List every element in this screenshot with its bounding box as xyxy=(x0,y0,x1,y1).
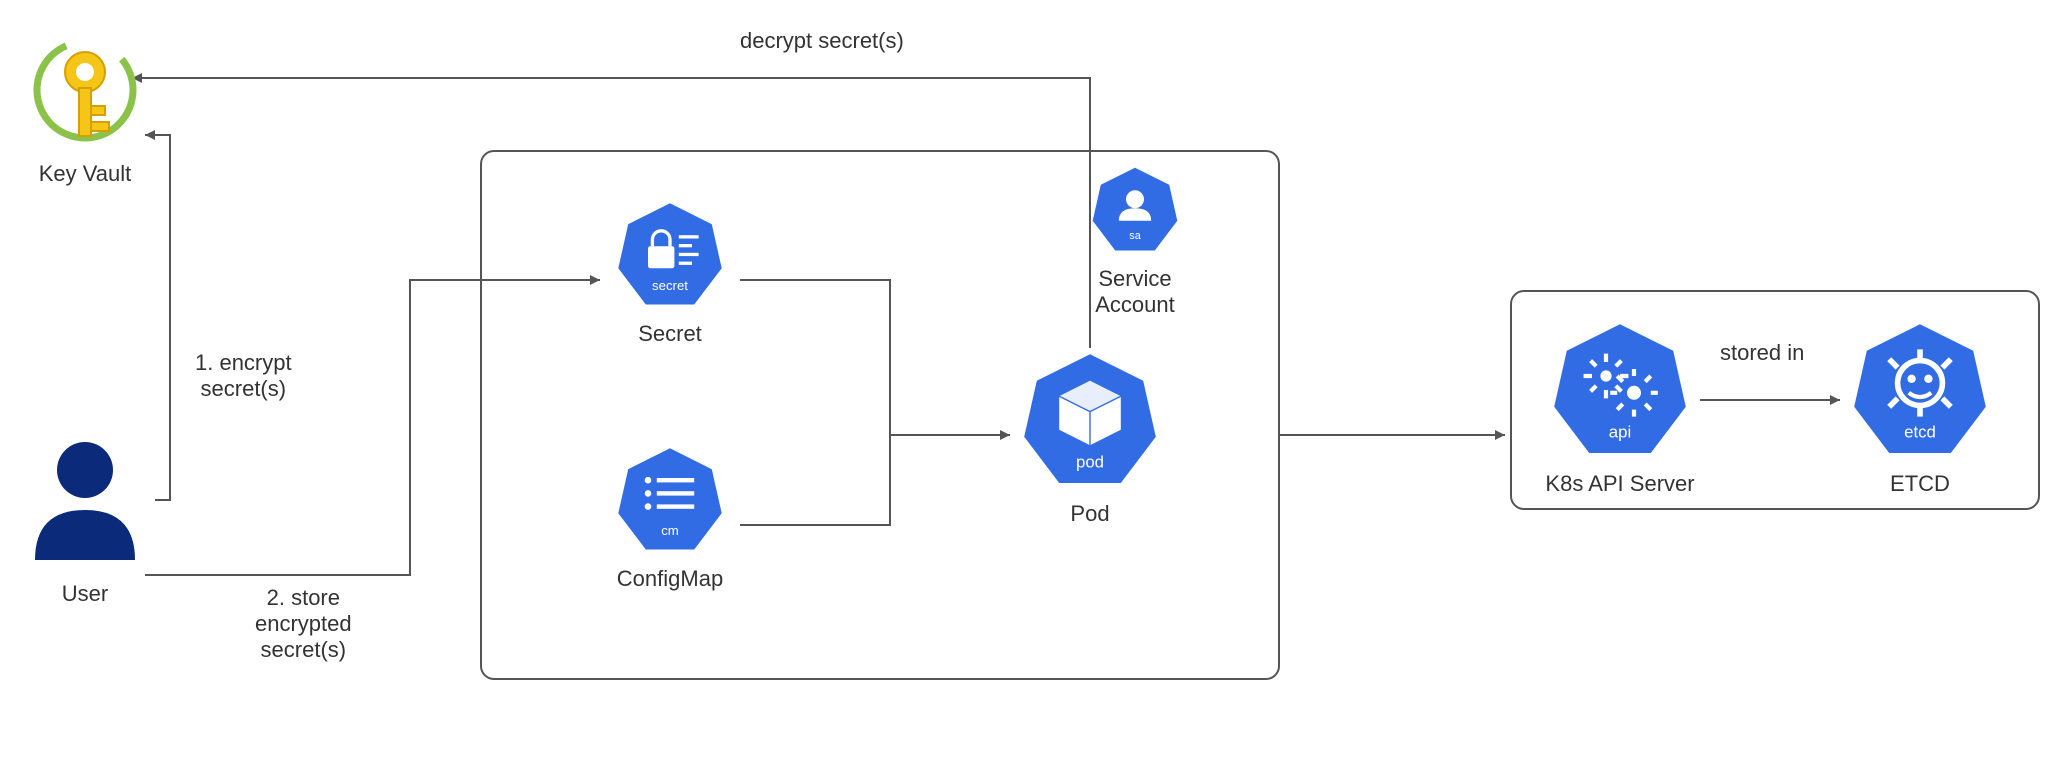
svg-text:sa: sa xyxy=(1129,230,1140,242)
svg-text:cm: cm xyxy=(661,523,679,538)
keyvault-icon xyxy=(25,30,145,150)
user-label: User xyxy=(20,581,150,607)
keyvault-label: Key Vault xyxy=(20,161,150,187)
sa-icon: sa xyxy=(1090,165,1180,255)
diagram-canvas: { "diagram": { "type": "flowchart", "bac… xyxy=(0,0,2048,761)
api-label: K8s API Server xyxy=(1545,471,1695,497)
pod-label: Pod xyxy=(1015,501,1165,527)
pod-icon: pod xyxy=(1020,350,1160,490)
node-keyvault: Key Vault xyxy=(20,30,150,187)
configmap-label: ConfigMap xyxy=(600,566,740,592)
api-icon: api xyxy=(1550,320,1690,460)
node-api-server: api K8s API Server xyxy=(1545,320,1695,497)
secret-icon: secret xyxy=(615,200,725,310)
etcd-label: ETCD xyxy=(1845,471,1995,497)
edge-label-encrypt: 1. encrypt secret(s) xyxy=(195,350,292,402)
secret-label: Secret xyxy=(600,321,740,347)
node-user: User xyxy=(20,430,150,607)
sa-label: Service Account xyxy=(1080,266,1190,318)
configmap-icon: cm xyxy=(615,445,725,555)
node-configmap: cm ConfigMap xyxy=(600,445,740,592)
svg-text:api: api xyxy=(1609,423,1631,442)
edge-label-decrypt: decrypt secret(s) xyxy=(740,28,904,54)
node-secret: secret Secret xyxy=(600,200,740,347)
svg-text:etcd: etcd xyxy=(1904,423,1936,442)
node-pod: pod Pod xyxy=(1015,350,1165,527)
svg-text:secret: secret xyxy=(652,278,688,293)
edge-label-stored-in: stored in xyxy=(1720,340,1804,366)
svg-text:pod: pod xyxy=(1076,453,1104,472)
user-icon xyxy=(25,430,145,570)
edge-label-store: 2. store encrypted secret(s) xyxy=(255,585,352,663)
etcd-icon: etcd xyxy=(1850,320,1990,460)
node-service-account: sa Service Account xyxy=(1080,165,1190,318)
node-etcd: etcd ETCD xyxy=(1845,320,1995,497)
